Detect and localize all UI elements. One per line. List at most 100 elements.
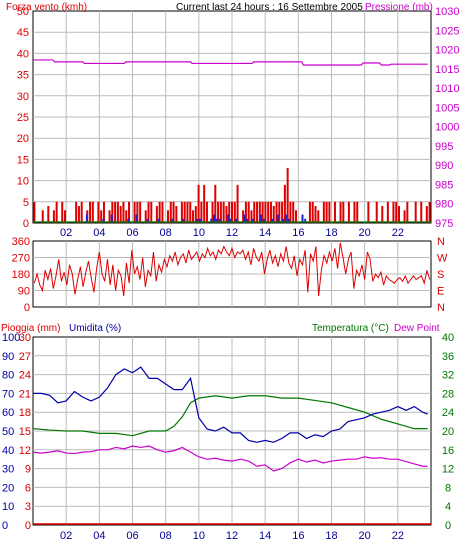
rain-y-tick: 21 <box>19 388 31 400</box>
wind-y-axis-ticks: 0 5 10 15 20 25 30 35 40 45 50 <box>17 6 29 230</box>
temperature-y-tick: 24 <box>442 407 454 419</box>
x-tick-label: 16 <box>292 227 304 239</box>
temperature-y-axis-ticks: 0 4 8 12 16 20 24 28 32 36 40 <box>442 332 454 532</box>
wind-y-tick: 25 <box>17 112 29 124</box>
compass-label: S <box>437 269 444 281</box>
wind-y-tick: 10 <box>17 176 29 188</box>
wind-y-tick: 5 <box>23 197 29 209</box>
humidity-y-tick: 50 <box>2 426 14 438</box>
x-tick-label: 10 <box>193 530 205 542</box>
pressure-y-tick: 1020 <box>435 45 459 57</box>
temperature-y-tick: 16 <box>442 445 454 457</box>
rain-y-tick: 9 <box>25 464 31 476</box>
x-tick-label: 06 <box>126 530 138 542</box>
x-tick-label: 12 <box>226 530 238 542</box>
panel2-grid <box>33 241 431 307</box>
rain-y-tick: 24 <box>19 370 31 382</box>
pressure-y-tick: 990 <box>435 160 453 172</box>
x-tick-label: 10 <box>193 227 205 239</box>
x-tick-label: 18 <box>325 227 337 239</box>
humidity-y-tick: 60 <box>2 407 14 419</box>
temperature-y-tick: 36 <box>442 351 454 363</box>
pressure-y-tick: 975 <box>435 218 453 230</box>
x-tick-label: 14 <box>259 530 271 542</box>
panel1-x-axis-ticks: 02 04 06 08 10 12 14 16 18 20 22 <box>60 227 404 239</box>
compass-label: E <box>437 286 444 298</box>
wind-y-tick: 45 <box>17 27 29 39</box>
direction-y-tick: 270 <box>12 253 30 265</box>
wind-y-tick: 30 <box>17 91 29 103</box>
pressure-y-tick: 1025 <box>435 25 459 37</box>
wind-y-tick: 0 <box>23 218 29 230</box>
humidity-y-axis-ticks: 0 10 20 30 40 50 60 70 80 90 100 <box>2 332 20 532</box>
wind-speed-bars <box>33 167 431 223</box>
x-tick-label: 02 <box>60 227 72 239</box>
humidity-y-tick: 10 <box>2 501 14 513</box>
rain-y-tick: 15 <box>19 426 31 438</box>
x-tick-label: 04 <box>93 530 105 542</box>
temperature-y-tick: 20 <box>442 426 454 438</box>
humidity-y-tick: 30 <box>2 464 14 476</box>
x-tick-label: 08 <box>160 530 172 542</box>
dew-point-axis-label: Dew Point <box>394 323 440 334</box>
compass-label: W <box>437 253 448 265</box>
temperature-y-tick: 8 <box>445 482 451 494</box>
direction-y-tick: 90 <box>18 286 30 298</box>
humidity-y-tick: 80 <box>2 370 14 382</box>
pressure-y-tick: 1005 <box>435 102 459 114</box>
temperature-y-tick: 0 <box>445 520 451 532</box>
dew-point-line <box>32 445 428 472</box>
compass-label: N <box>437 236 445 248</box>
humidity-y-tick: 100 <box>2 332 20 344</box>
x-tick-label: 14 <box>259 227 271 239</box>
compass-label: N <box>437 302 445 314</box>
x-tick-label: 20 <box>359 530 371 542</box>
wind-y-tick: 50 <box>17 6 29 18</box>
direction-y-tick: 0 <box>24 302 30 314</box>
wind-direction-line <box>33 242 431 297</box>
temperature-y-tick: 12 <box>442 464 454 476</box>
panel3-x-axis-ticks: 02 04 06 08 10 12 14 16 18 20 22 <box>60 530 404 542</box>
pressure-axis-label: Pressione (mb) <box>365 2 433 13</box>
rain-y-tick: 6 <box>25 482 31 494</box>
humidity-y-tick: 40 <box>2 445 14 457</box>
wind-axis-label: Forza vento (kmh) <box>6 2 87 13</box>
rain-y-tick: 18 <box>19 407 31 419</box>
x-tick-label: 20 <box>359 227 371 239</box>
wind-y-tick: 15 <box>17 154 29 166</box>
rain-y-tick: 12 <box>19 445 31 457</box>
humidity-line <box>33 366 428 443</box>
x-tick-label: 06 <box>126 227 138 239</box>
panel1-grid <box>33 11 431 223</box>
pressure-y-tick: 995 <box>435 141 453 153</box>
pressure-y-tick: 980 <box>435 199 453 211</box>
wind-y-tick: 40 <box>17 48 29 60</box>
rain-y-axis-ticks: 0 3 6 9 12 15 18 21 24 27 30 <box>19 332 31 532</box>
x-tick-label: 12 <box>226 227 238 239</box>
rain-y-tick: 3 <box>25 501 31 513</box>
pressure-y-tick: 1000 <box>435 122 459 134</box>
temperature-axis-label: Temperatura (°C) <box>312 323 389 334</box>
humidity-y-tick: 20 <box>2 482 14 494</box>
humidity-axis-label: Umidita (%) <box>69 323 121 334</box>
pressure-line <box>33 59 428 66</box>
direction-y-tick: 360 <box>12 236 30 248</box>
temperature-y-tick: 40 <box>442 332 454 344</box>
pressure-y-tick: 1010 <box>435 83 459 95</box>
rain-y-tick: 0 <box>25 520 31 532</box>
x-tick-label: 22 <box>392 530 404 542</box>
wind-y-tick: 20 <box>17 133 29 145</box>
direction-y-tick: 180 <box>12 269 30 281</box>
pressure-y-tick: 1030 <box>435 6 459 18</box>
pressure-y-axis-ticks: 975 980 985 990 995 1000 1005 1010 1015 1020 1025 1… <box>435 6 459 230</box>
x-tick-label: 08 <box>160 227 172 239</box>
x-tick-label: 02 <box>60 530 72 542</box>
temperature-line <box>32 395 428 437</box>
humidity-y-tick: 90 <box>2 351 14 363</box>
rain-axis-label: Pioggia (mm) <box>1 323 60 334</box>
x-tick-label: 16 <box>292 530 304 542</box>
